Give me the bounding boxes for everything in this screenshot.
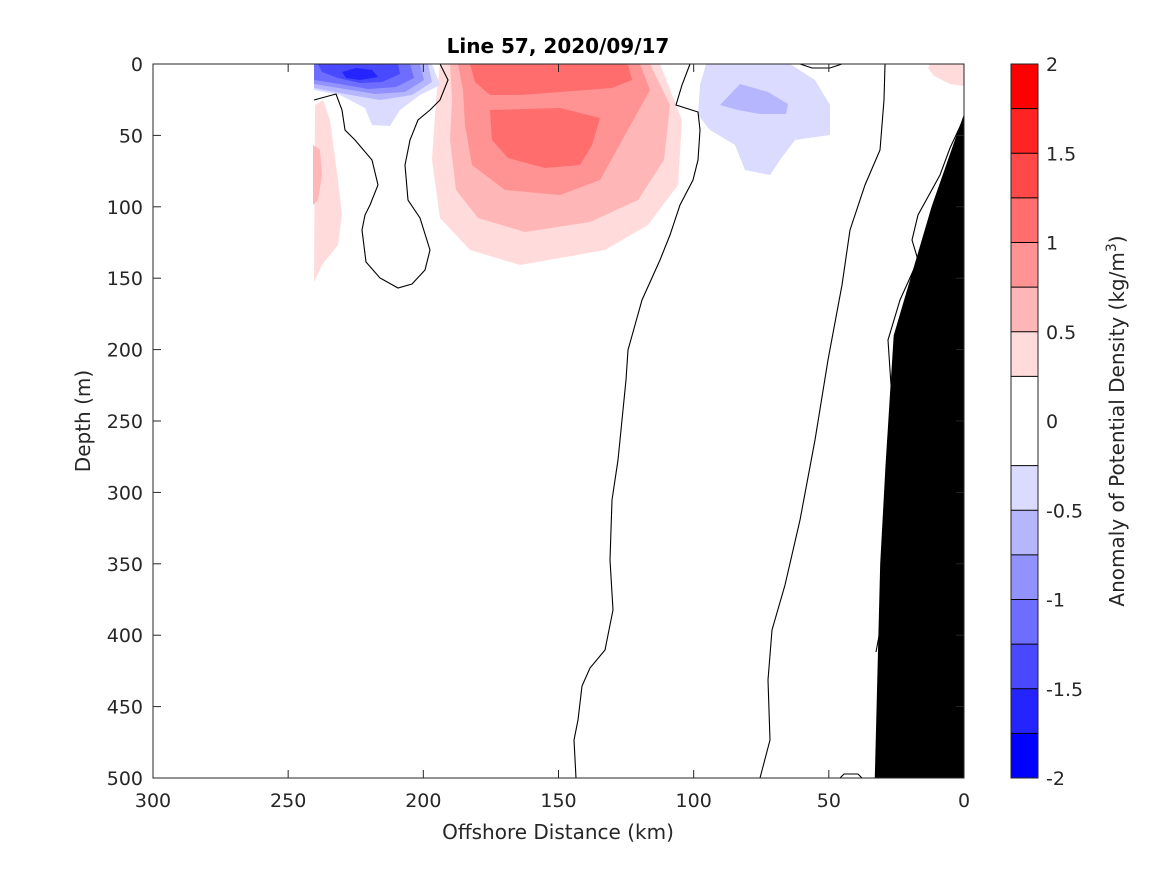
- contour-fill-negative-025-east: [698, 64, 830, 175]
- contour-fill-positive-025-coast: [928, 64, 964, 86]
- colorbar-swatch: [1011, 197, 1038, 243]
- colorbar-swatch: [1011, 331, 1038, 377]
- colorbar-swatch: [1011, 376, 1038, 466]
- colorbar-label-superscript: 3: [1104, 243, 1120, 252]
- zero-contour-top: [799, 64, 843, 69]
- colorbar-tick-label: 1.5: [1046, 143, 1076, 165]
- colorbar-swatch: [1011, 108, 1038, 154]
- x-axis: 300 250 200 150 100 50 0: [135, 64, 970, 812]
- x-tick-label: 150: [540, 790, 576, 812]
- seafloor-bathymetry: [874, 113, 964, 778]
- colorbar-swatch: [1011, 242, 1038, 288]
- y-tick-label: 100: [107, 197, 143, 219]
- zero-contour-central: [573, 64, 701, 778]
- colorbar-tick-label: -0.5: [1046, 500, 1083, 522]
- y-tick-label: 300: [107, 482, 143, 504]
- contour-fill-negative-050-east: [720, 84, 788, 114]
- colorbar-swatch: [1011, 688, 1038, 734]
- colorbar-tick-label: 2: [1046, 54, 1058, 76]
- colorbar-tick-label: 0.5: [1046, 322, 1076, 344]
- y-tick-label: 450: [107, 697, 143, 719]
- colorbar-swatch: [1011, 733, 1038, 778]
- y-axis-label: Depth (m): [71, 370, 95, 472]
- colorbar-swatch: [1011, 599, 1038, 645]
- x-tick-label: 200: [405, 790, 441, 812]
- y-tick-label: 200: [107, 340, 143, 362]
- colorbar-label-suffix: ): [1105, 235, 1129, 243]
- colorbar-tick-label: 0: [1046, 411, 1058, 433]
- colorbar-swatch: [1011, 510, 1038, 555]
- x-tick-label: 300: [135, 790, 171, 812]
- zero-contour-east: [759, 64, 886, 778]
- contour-fill-positive-weak-west: [314, 100, 342, 282]
- density-anomaly-field: [313, 64, 964, 778]
- y-tick-label: 400: [107, 625, 143, 647]
- colorbar: 2 1.5 1 0.5 0 -0.5 -1 -1.5 -2: [1010, 54, 1083, 790]
- colorbar-tick-label: -1: [1046, 590, 1065, 612]
- zero-contour-west-loop: [313, 64, 449, 289]
- colorbar-label: Anomaly of Potential Density (kg/m3): [1104, 235, 1129, 606]
- x-tick-label: 250: [270, 790, 306, 812]
- colorbar-swatch: [1011, 287, 1038, 332]
- colorbar-swatch: [1011, 153, 1038, 198]
- y-tick-label: 250: [107, 411, 143, 433]
- x-axis-label: Offshore Distance (km): [442, 820, 674, 844]
- colorbar-tick-label: -1.5: [1046, 679, 1083, 701]
- contour-fill-positive-100: [470, 64, 632, 95]
- colorbar-tick-label: 1: [1046, 233, 1058, 255]
- y-tick-label: 0: [131, 54, 143, 76]
- colorbar-swatch: [1011, 554, 1038, 600]
- y-tick-label: 350: [107, 554, 143, 576]
- contour-fill-positive-100b: [490, 108, 600, 168]
- y-tick-label: 50: [119, 125, 143, 147]
- contour-fill-positive-west-core: [313, 145, 322, 205]
- y-tick-label: 500: [107, 768, 143, 790]
- colorbar-swatch: [1011, 64, 1038, 109]
- colorbar-tick-label: -2: [1046, 768, 1065, 790]
- colorbar-swatch: [1011, 465, 1038, 511]
- y-axis: 0 50 100 150 200 250 300 350 400 450 500: [107, 54, 964, 790]
- contour-fill-negative-150-west: [342, 68, 378, 80]
- x-tick-label: 0: [958, 790, 970, 812]
- chart-title: Line 57, 2020/09/17: [447, 34, 670, 58]
- colorbar-frame: [1010, 63, 1039, 779]
- colorbar-swatch: [1011, 644, 1038, 689]
- x-tick-label: 100: [676, 790, 712, 812]
- zero-contour-bottom: [839, 773, 863, 778]
- x-tick-label: 50: [817, 790, 841, 812]
- y-tick-label: 150: [107, 268, 143, 290]
- colorbar-label-text: Anomaly of Potential Density (kg/m: [1105, 252, 1129, 606]
